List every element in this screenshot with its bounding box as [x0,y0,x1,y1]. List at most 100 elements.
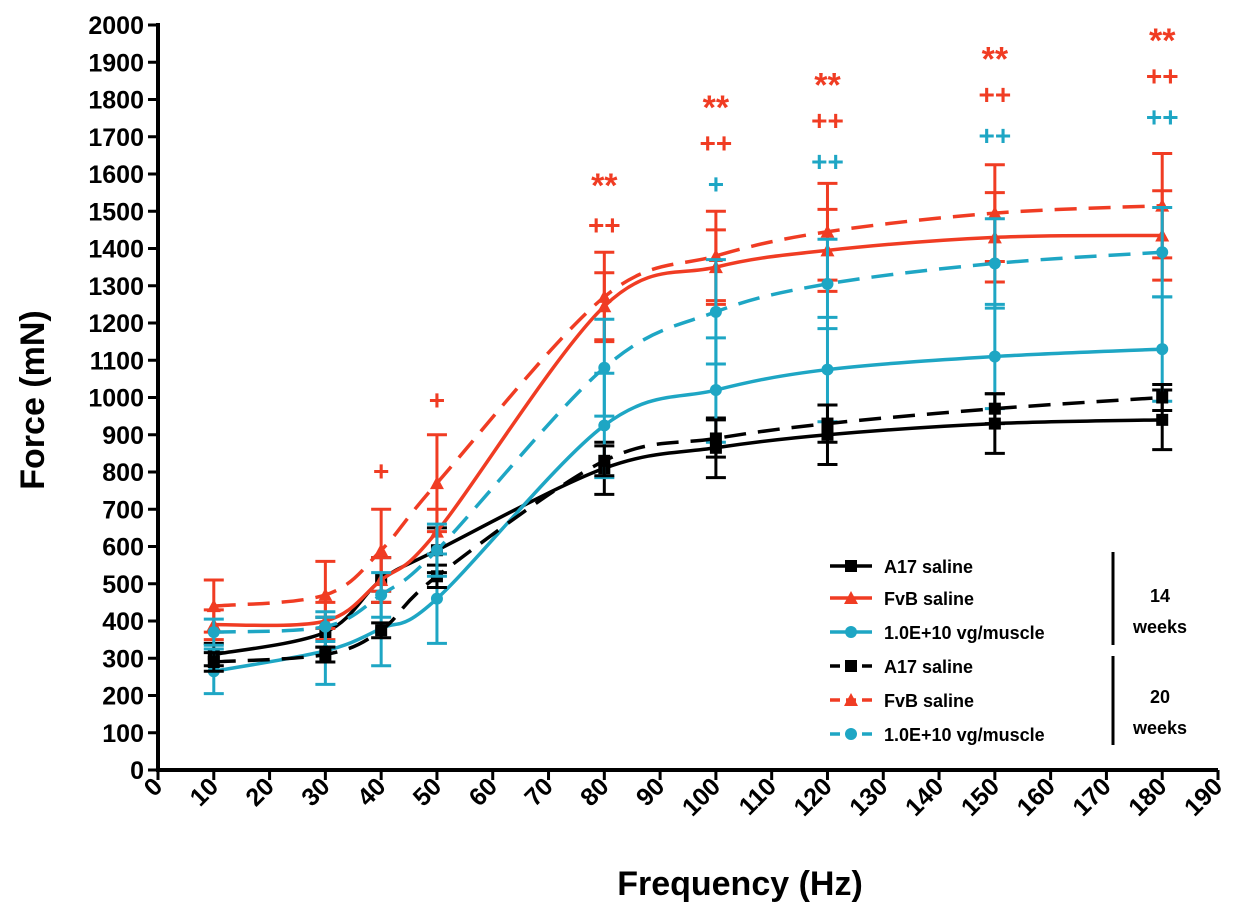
significance-stars: ** [703,89,730,127]
x-axis-title: Frequency (Hz) [617,865,863,903]
significance-stars: ** [982,41,1009,79]
x-tick-label: 20 [240,772,279,811]
axes: 0100200300400500600700800900100011001200… [88,12,1228,822]
y-tick-label: 1000 [88,385,144,413]
legend: A17 saline FvB saline 1.0E+10 vg/muscle A17… [830,552,1187,745]
y-tick-label: 300 [102,645,144,673]
x-tick-label: 180 [1123,772,1172,821]
data-point [597,289,612,303]
x-tick-label: 70 [519,772,558,811]
legend-label: FvB saline [884,691,974,711]
data-point [598,419,611,432]
legend-label: A17 saline [884,557,973,577]
legend-marker [844,693,858,706]
legend-label: FvB saline [884,589,974,609]
data-point [988,402,1001,415]
data-point [821,277,834,290]
significance-plus: ++ [978,79,1011,110]
significance-plus: + [429,385,445,416]
significance-plus: ++ [1146,60,1179,91]
x-tick-label: 150 [956,772,1005,821]
legend-item: 1.0E+10 vg/muscle [830,623,1045,643]
data-point [207,626,220,639]
x-tick-label: 190 [1179,772,1228,821]
legend-item: A17 saline [830,557,973,577]
significance-stars: ** [1149,22,1176,60]
data-point [1156,246,1169,259]
data-point [375,588,388,601]
significance-plus: ++ [811,146,844,177]
data-point [820,224,835,238]
data-point [319,648,332,661]
series-4 [203,152,1173,634]
x-tick-label: 80 [575,772,614,811]
data-point [709,384,722,397]
y-tick-label: 1400 [88,236,144,264]
legend-item: 1.0E+10 vg/muscle [830,725,1045,745]
data-point [318,587,333,601]
legend-marker [845,626,857,638]
x-tick-label: 140 [900,772,949,821]
data-point [375,624,388,637]
data-point [374,543,389,557]
series-line [213,233,1163,628]
y-tick-label: 600 [102,534,144,562]
series-line [213,395,1163,664]
legend-label: 1.0E+10 vg/muscle [884,725,1045,745]
y-tick-label: 900 [102,422,144,450]
data-point [987,206,1002,220]
data-point [988,350,1001,363]
series-line [213,250,1163,634]
y-tick-label: 700 [102,496,144,524]
y-tick-label: 2000 [88,12,144,40]
significance-plus: ++ [700,127,733,158]
data-point [207,655,220,668]
data-point [988,257,1001,270]
x-tick-label: 90 [631,772,670,811]
y-tick-label: 800 [102,459,144,487]
y-tick-label: 1100 [90,347,144,375]
significance-plus: ++ [811,105,844,136]
y-tick-label: 1900 [88,49,144,77]
y-tick-label: 1500 [88,198,144,226]
legend-label: 1.0E+10 vg/muscle [884,623,1045,643]
y-axis-title: Force (mN) [14,310,52,489]
series-3 [203,382,1173,673]
x-tick-label: 120 [788,772,837,821]
data-point [709,432,722,445]
x-tick-label: 110 [734,772,782,820]
y-tick-label: 1600 [88,161,144,189]
series-line [213,203,1163,608]
y-tick-label: 400 [102,608,144,636]
series-line [213,347,1163,674]
legend-marker [845,728,857,740]
x-tick-label: 50 [408,772,447,811]
series-layer [203,152,1173,696]
x-tick-label: 130 [844,772,893,821]
data-point [598,361,611,374]
x-tick-label: 40 [352,772,391,811]
x-tick-label: 60 [464,772,503,811]
legend-label: A17 saline [884,657,973,677]
legend-group-unit: weeks [1132,617,1187,637]
x-tick-label: 100 [677,772,726,821]
series-5 [203,206,1173,647]
series-1 [203,189,1173,642]
x-tick-label: 170 [1067,772,1116,821]
data-point [1156,391,1169,404]
y-tick-label: 1300 [88,273,144,301]
significance-annotations: ++++** +++**++++**++++**++++** [373,22,1179,486]
x-tick-label: 30 [296,772,335,811]
significance-plus: + [373,455,389,486]
x-tick-label: 10 [185,772,224,811]
data-point [598,454,611,467]
data-point [206,599,221,613]
data-point [429,476,444,490]
y-tick-label: 0 [130,757,144,785]
data-point [430,592,443,605]
x-tick-label: 0 [139,772,169,802]
legend-item: FvB saline [830,589,974,609]
significance-plus: ++ [588,209,621,240]
y-tick-label: 200 [102,683,144,711]
data-point [1156,413,1169,426]
